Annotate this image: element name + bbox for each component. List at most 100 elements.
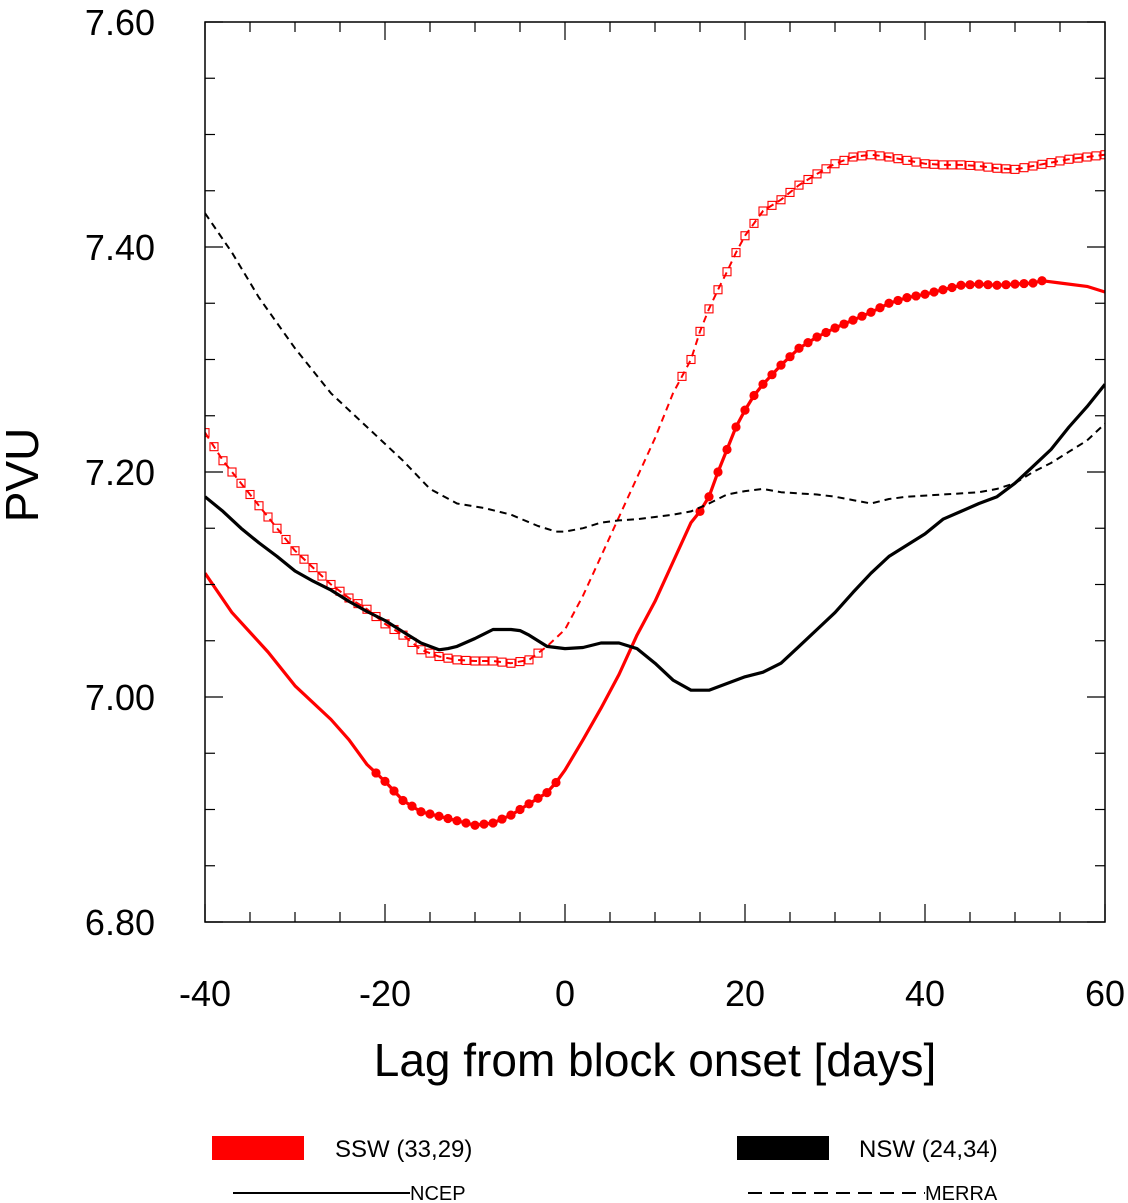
data-point xyxy=(542,788,552,798)
data-point xyxy=(830,323,840,333)
data-point xyxy=(479,656,489,666)
data-point xyxy=(1100,150,1105,160)
series-line xyxy=(205,383,1105,692)
data-point xyxy=(695,326,705,336)
data-point xyxy=(1001,280,1011,290)
data-point xyxy=(965,280,975,290)
data-point xyxy=(956,280,966,290)
data-point xyxy=(461,818,471,828)
data-point xyxy=(803,338,813,348)
data-point xyxy=(281,534,291,545)
data-point xyxy=(407,801,417,811)
data-point xyxy=(461,655,471,665)
series-line xyxy=(205,153,1105,665)
data-point xyxy=(866,307,876,317)
data-point xyxy=(983,162,993,172)
series-ssw-ncep xyxy=(205,276,1105,830)
data-point xyxy=(1037,276,1047,286)
data-point xyxy=(929,159,939,169)
data-point xyxy=(290,546,300,556)
data-point xyxy=(227,467,237,477)
data-point xyxy=(425,809,435,819)
data-point xyxy=(371,768,381,778)
data-point xyxy=(731,248,741,258)
data-point xyxy=(839,155,849,165)
data-point xyxy=(452,655,462,665)
data-point xyxy=(992,280,1002,290)
data-point xyxy=(524,655,534,665)
data-point xyxy=(947,282,957,293)
data-point xyxy=(938,285,948,295)
data-point xyxy=(704,492,714,502)
data-point xyxy=(317,571,327,581)
data-point xyxy=(920,289,930,299)
x-tick-label: 60 xyxy=(1085,973,1125,1014)
data-point xyxy=(974,161,984,171)
data-point xyxy=(686,354,696,365)
data-point xyxy=(389,786,399,796)
data-point xyxy=(947,160,957,170)
data-point xyxy=(1046,158,1056,168)
data-point xyxy=(803,174,813,185)
data-point xyxy=(722,444,732,455)
data-point xyxy=(740,231,750,241)
data-point xyxy=(1010,164,1020,174)
ticks-layer xyxy=(204,21,1106,923)
data-point xyxy=(974,279,984,289)
x-tick-label: -40 xyxy=(179,973,231,1014)
data-point xyxy=(785,352,795,362)
data-point xyxy=(758,379,768,389)
data-point xyxy=(866,150,876,160)
tick-labels: -40 -20 0 20 40 60 6.80 7.00 7.20 7.40 7.60 xyxy=(85,2,1125,1014)
y-axis-title: PVU xyxy=(0,428,48,523)
data-point xyxy=(848,315,858,325)
data-point xyxy=(380,776,390,786)
data-point xyxy=(965,160,975,170)
legend-label-ssw: SSW (33,29) xyxy=(335,1136,472,1163)
y-tick-label: 7.40 xyxy=(85,227,155,268)
data-point xyxy=(524,799,534,809)
data-point xyxy=(506,810,516,820)
data-point xyxy=(893,295,903,306)
data-point xyxy=(398,795,408,806)
data-point xyxy=(1055,156,1065,166)
data-point xyxy=(902,293,912,303)
data-point xyxy=(767,370,777,380)
data-point xyxy=(992,163,1002,173)
data-point xyxy=(1082,152,1092,162)
data-point xyxy=(902,155,912,165)
data-point xyxy=(794,343,804,353)
data-point xyxy=(839,319,849,329)
data-point xyxy=(488,818,498,828)
data-point xyxy=(704,304,714,314)
y-tick-label: 7.00 xyxy=(85,677,155,718)
data-point xyxy=(893,154,903,164)
data-point xyxy=(713,467,723,477)
data-point xyxy=(758,206,768,216)
data-point xyxy=(848,152,858,162)
data-point xyxy=(812,332,822,342)
data-point xyxy=(1010,279,1020,289)
series-line xyxy=(205,212,1105,533)
series-line xyxy=(205,279,1105,827)
data-point xyxy=(1001,164,1011,174)
data-point xyxy=(677,371,687,381)
data-point xyxy=(920,159,930,169)
data-point xyxy=(488,656,498,666)
data-point xyxy=(695,506,705,516)
data-point xyxy=(263,512,273,522)
data-point xyxy=(857,311,867,321)
legend-label-ncep: NCEP xyxy=(410,1183,466,1203)
x-tick-label: 0 xyxy=(555,973,575,1014)
data-point xyxy=(515,657,525,667)
plot-frame xyxy=(204,21,1106,923)
data-point xyxy=(434,811,444,821)
data-point xyxy=(857,151,867,161)
x-axis-title: Lag from block onset [days] xyxy=(374,1034,937,1086)
data-point xyxy=(830,159,840,169)
data-point xyxy=(722,267,732,277)
data-point xyxy=(479,819,489,829)
data-point xyxy=(1028,278,1038,288)
x-tick-label: -20 xyxy=(359,973,411,1014)
data-point xyxy=(1037,159,1047,169)
